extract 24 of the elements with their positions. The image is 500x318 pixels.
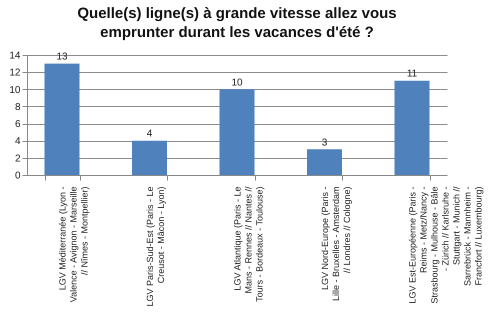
y-tick-label: 2 [14,153,21,164]
y-tick-label: 12 [9,68,21,79]
data-label: 13 [56,52,68,63]
y-tick-label: 6 [14,119,21,130]
y-tick-label: 4 [14,136,21,148]
x-tick-label: LGV Paris-Sud-Est (Paris - Le Creusot - Mâcon - Lyon) [145,186,166,307]
y-tick-label: 8 [14,102,21,113]
x-tick-label: LGV Atlantique (Paris - Le Mans - Rennes // Nantes // Tours - Bordeaux - Toulouse) [232,186,264,302]
bar [394,80,430,175]
y-tick-label: 10 [9,84,21,96]
chart-title: Quelle(s) ligne(s) à grande vitesse allez vous emprunter durant les vacances d'été ? [77,5,397,41]
bar [132,140,167,175]
x-tick-label: LGV Nord-Europe (Paris - Lille - Bruxelles - Amsterdam // Londres // Cologne) [320,186,352,302]
data-label: 3 [322,137,328,148]
y-tick-label: 0 [14,170,21,182]
data-label: 11 [406,68,418,80]
bar [44,64,80,175]
data-label: 4 [146,128,153,140]
x-tick-label: LGV Méditerranée (Lyon - Valence - Avignon - Marseille // Nîmes - Montpellier) [58,186,90,302]
bar [220,89,254,175]
x-tick-label: LGV Est-Européenne (Paris - Reims - Metz/Nancy - Strasbourg - Mulhouse - Bâle - Zürich // Karlsruhe - Stuttgart - Munich // Sarrebrück - Mannheim - Francfort // Luxembourg) [408,186,484,304]
data-label: 10 [231,77,243,88]
bar [307,149,342,175]
y-tick-label: 14 [9,50,21,62]
